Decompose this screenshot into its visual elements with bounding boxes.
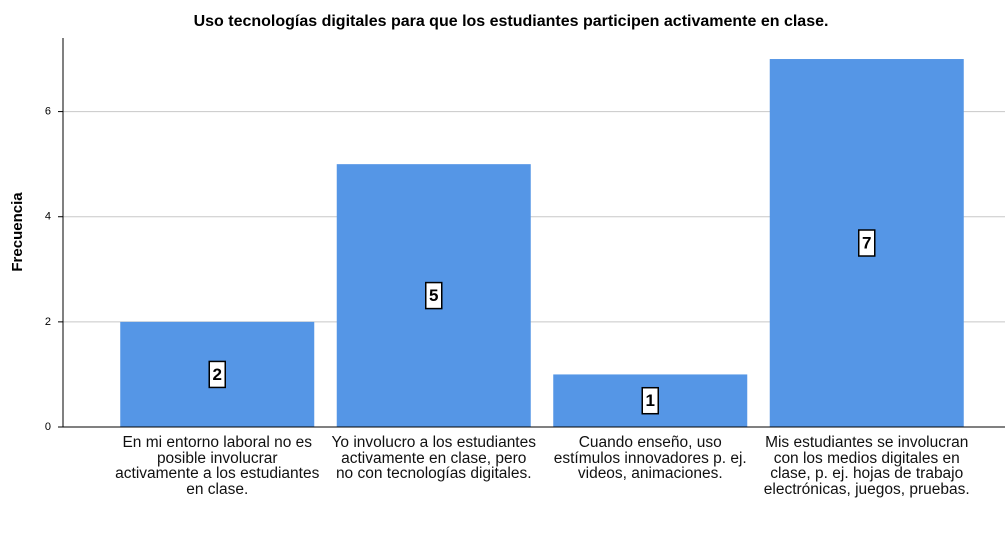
data-label: 1 bbox=[646, 391, 655, 410]
x-tick-label: Mis estudiantes se involucran con los me… bbox=[763, 434, 970, 498]
data-label: 2 bbox=[213, 365, 222, 384]
data-label: 5 bbox=[429, 286, 438, 305]
data-label-box bbox=[208, 360, 226, 389]
x-tick-label: En mi entorno laboral no es posible invo… bbox=[115, 434, 320, 498]
data-label-box bbox=[425, 281, 443, 310]
y-tick-label: 2 bbox=[45, 316, 51, 328]
data-label: 7 bbox=[862, 233, 871, 252]
chart-title: Uso tecnologías digitales para que los e… bbox=[194, 13, 829, 30]
x-tick-label: Yo involucro a los estudiantes activamen… bbox=[331, 434, 536, 482]
data-label-box bbox=[858, 229, 876, 257]
y-axis-label: Frecuencia bbox=[9, 192, 26, 272]
y-tick-label: 4 bbox=[45, 211, 51, 223]
x-tick-label: Cuando enseño, uso estímulos innovadores… bbox=[553, 434, 747, 482]
y-tick-label: 0 bbox=[45, 421, 51, 433]
data-label-box bbox=[641, 386, 659, 415]
y-tick-label: 6 bbox=[45, 106, 51, 118]
